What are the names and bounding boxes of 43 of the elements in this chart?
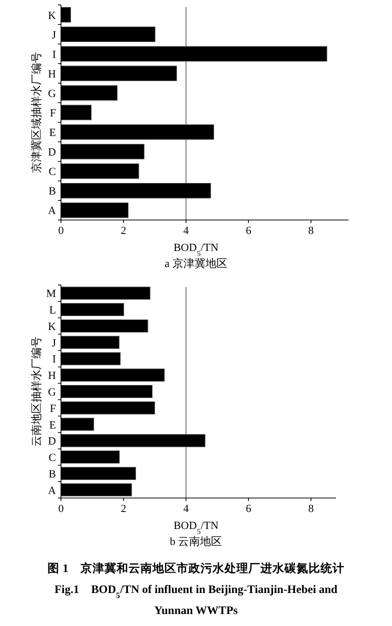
y-tick-label: J	[52, 29, 57, 42]
x-tick-label: 0	[58, 225, 64, 237]
y-tick-label: F	[50, 402, 56, 415]
y-tick-label: C	[48, 166, 56, 178]
y-tick-label: F	[50, 108, 56, 120]
y-tick-label: G	[48, 386, 56, 398]
x-tick-label: 6	[246, 503, 252, 515]
x-axis-title: BOD$_{5}$/TN	[174, 520, 218, 536]
x-tick-label: 8	[308, 225, 314, 237]
x-tick-label: 4	[183, 503, 190, 515]
x-tick-label: 4	[183, 225, 190, 237]
y-tick-label: M	[46, 288, 56, 300]
y-tick-label: K	[48, 320, 56, 333]
y-tick-label: B	[48, 186, 56, 198]
text: Yunnan WWTPs	[154, 605, 238, 617]
y-tick-label: H	[48, 68, 56, 80]
y-axis-title: 京津冀区域抽样水厂编号	[30, 52, 43, 173]
x-tick-label: 8	[308, 503, 314, 515]
x-axis-title: BOD$_{5}$/TN	[174, 242, 218, 258]
x-tick-label: 2	[120, 225, 126, 237]
y-axis-title: 云南地区抽样水厂编号	[30, 336, 43, 446]
y-tick-label: I	[52, 354, 56, 366]
y-tick-label: D	[48, 436, 56, 448]
x-tick-label: 6	[246, 225, 252, 237]
y-tick-label: E	[49, 419, 56, 432]
y-tick-label: G	[48, 88, 56, 100]
y-tick-label: A	[48, 205, 56, 218]
y-tick-label: J	[52, 337, 57, 350]
y-tick-label: B	[48, 468, 56, 480]
y-tick-label: D	[48, 146, 56, 159]
text: a 京津冀地区	[164, 257, 228, 270]
x-tick-label: 2	[120, 503, 126, 515]
y-tick-label: K	[48, 10, 56, 22]
y-tick-label: A	[48, 484, 56, 497]
y-tick-label: C	[48, 452, 56, 464]
y-tick-label: E	[49, 127, 56, 140]
y-tick-label: L	[49, 304, 56, 317]
text: b 云南地区	[170, 535, 222, 548]
caption: 图 1 京津冀和云南地区市政污水处理厂进水碳氮比统计	[48, 561, 344, 575]
caption: Fig.1 BOD$_{5}$/TN of influent in Beijing-Tianjin-Hebei and	[54, 584, 338, 600]
y-tick-label: I	[52, 48, 56, 61]
y-tick-label: H	[48, 370, 56, 382]
x-tick-label: 0	[58, 503, 64, 515]
